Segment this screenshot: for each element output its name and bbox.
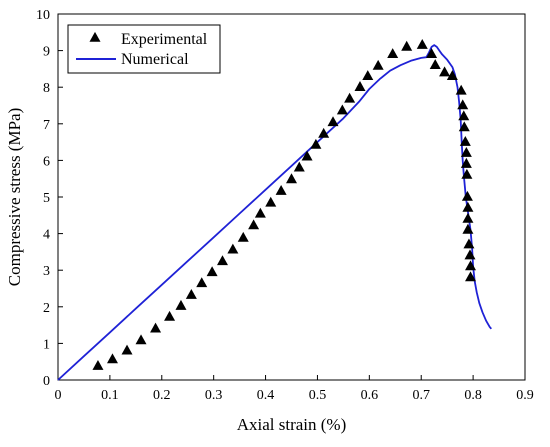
data-point-experimental — [265, 196, 277, 207]
data-point-experimental — [92, 359, 104, 370]
data-point-experimental — [185, 288, 197, 299]
y-tick-label: 1 — [43, 337, 50, 352]
data-point-experimental — [455, 84, 467, 95]
x-axis-title: Axial strain (%) — [237, 415, 347, 434]
x-tick-label: 0.4 — [257, 388, 275, 403]
series-layer — [57, 38, 492, 381]
data-point-experimental — [254, 207, 266, 218]
y-tick-label: 6 — [43, 154, 50, 169]
data-point-experimental — [362, 70, 374, 80]
data-point-experimental — [227, 243, 239, 254]
data-point-experimental — [387, 48, 399, 59]
data-point-experimental — [318, 127, 330, 138]
x-tick-label: 0 — [55, 388, 62, 403]
y-tick-label: 10 — [36, 8, 50, 23]
data-point-experimental — [462, 201, 474, 212]
y-axis-title: Compressive stress (MPa) — [5, 108, 24, 286]
data-point-experimental — [429, 59, 441, 70]
data-point-experimental — [460, 157, 472, 168]
y-tick-label: 3 — [43, 264, 50, 279]
data-point-experimental — [457, 99, 469, 110]
data-point-experimental — [460, 146, 472, 157]
data-point-experimental — [462, 212, 474, 223]
y-tick-label: 0 — [43, 374, 50, 389]
x-tick-label: 0.2 — [153, 388, 171, 403]
data-point-experimental — [461, 168, 473, 179]
data-point-experimental — [286, 173, 297, 184]
x-tick-label: 0.5 — [309, 388, 327, 403]
data-point-experimental — [465, 260, 477, 271]
x-tick-label: 0.8 — [464, 388, 482, 403]
data-point-experimental — [175, 299, 187, 310]
y-tick-label: 9 — [43, 45, 50, 60]
x-axis: 0 0.1 0.2 0.3 0.4 0.5 0.6 0.7 0.8 0.9 — [55, 375, 534, 403]
legend-marker-experimental — [89, 31, 101, 42]
data-point-experimental — [121, 344, 133, 355]
data-point-experimental — [106, 353, 118, 364]
data-point-experimental — [344, 92, 356, 103]
data-point-experimental — [458, 110, 470, 121]
data-point-experimental — [196, 277, 208, 288]
data-point-experimental — [462, 223, 474, 234]
data-point-experimental — [336, 104, 348, 115]
y-tick-label: 8 — [43, 81, 50, 96]
y-axis: 0 1 2 3 4 5 6 7 8 9 10 — [36, 8, 63, 389]
x-tick-label: 0.1 — [101, 388, 119, 403]
y-tick-label: 4 — [43, 228, 50, 243]
data-point-experimental — [301, 150, 313, 161]
data-point-experimental — [461, 190, 473, 201]
data-point-experimental — [206, 266, 218, 277]
data-point-experimental — [459, 135, 471, 146]
legend-label-numerical: Numerical — [121, 51, 189, 68]
data-point-experimental — [465, 271, 477, 282]
legend: Experimental Numerical — [67, 24, 221, 74]
legend-box — [67, 24, 221, 74]
data-point-experimental — [164, 310, 176, 321]
data-point-experimental — [248, 219, 260, 230]
x-tick-label: 0.9 — [516, 388, 534, 403]
y-tick-label: 7 — [43, 118, 50, 133]
x-tick-label: 0.7 — [412, 388, 430, 403]
data-point-experimental — [463, 238, 475, 249]
data-point-experimental — [310, 138, 322, 149]
data-point-experimental — [458, 121, 470, 132]
y-tick-label: 5 — [43, 191, 50, 206]
data-point-experimental — [446, 70, 458, 80]
data-point-experimental — [150, 322, 162, 333]
data-point-experimental — [372, 59, 384, 70]
data-point-experimental — [354, 81, 366, 91]
x-tick-label: 0.3 — [205, 388, 223, 403]
data-point-experimental — [275, 185, 287, 195]
data-point-experimental — [439, 66, 451, 77]
data-point-experimental — [293, 161, 305, 172]
data-point-experimental — [237, 231, 249, 242]
data-point-experimental — [135, 334, 147, 345]
data-point-experimental — [216, 255, 228, 266]
series-line-numerical — [57, 44, 492, 381]
data-point-experimental — [401, 40, 413, 51]
data-point-experimental — [327, 116, 339, 127]
legend-label-experimental: Experimental — [121, 31, 208, 48]
y-tick-label: 2 — [43, 301, 50, 316]
data-point-experimental — [416, 38, 428, 49]
data-point-experimental — [464, 249, 476, 260]
x-tick-label: 0.6 — [361, 388, 379, 403]
data-point-experimental — [426, 48, 438, 59]
